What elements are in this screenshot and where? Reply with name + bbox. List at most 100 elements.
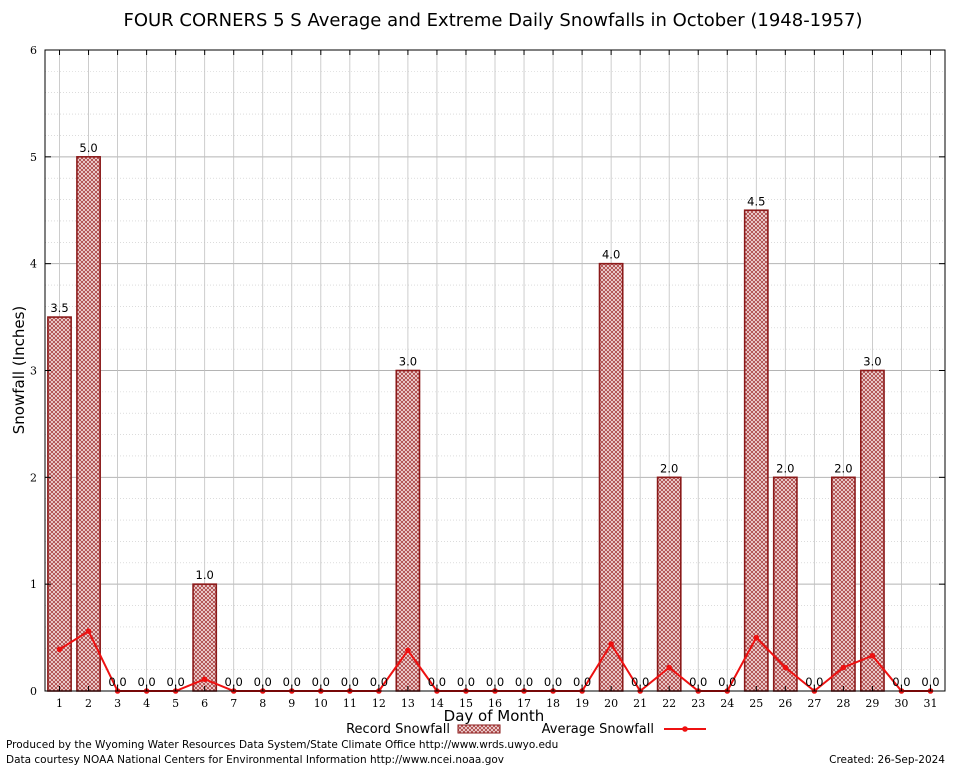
bar-value-label-day-25: 4.5: [747, 194, 765, 208]
x-tick-label: 16: [488, 697, 502, 710]
chart-title: FOUR CORNERS 5 S Average and Extreme Dai…: [123, 10, 862, 31]
record-bar-day-2: [76, 156, 101, 692]
bar-value-label-day-26: 2.0: [776, 461, 794, 475]
bar-value-label-day-12: 0.0: [370, 675, 388, 689]
x-tick-label: 29: [865, 697, 879, 710]
x-tick-label: 23: [691, 697, 705, 710]
bar-value-label-day-2: 5.0: [79, 141, 97, 155]
bar-value-label-day-1: 3.5: [50, 301, 68, 315]
average-point-day-2: [85, 628, 92, 634]
bar-value-label-day-16: 0.0: [486, 675, 504, 689]
record-bar-day-28: [830, 476, 856, 692]
x-tick-label: 2: [85, 697, 92, 710]
average-point-day-22: [666, 664, 672, 671]
x-tick-label: 4: [143, 697, 150, 710]
bar-value-label-day-30: 0.0: [892, 675, 910, 689]
bar-value-label-day-29: 3.0: [863, 355, 881, 369]
average-point-day-13: [405, 647, 411, 654]
y-tick-label: 5: [30, 151, 37, 164]
bar-value-label-day-3: 0.0: [108, 675, 126, 689]
legend: Record Snowfall Average Snowfall: [346, 722, 706, 737]
x-tick-label: 8: [259, 697, 266, 710]
bar-value-label-day-9: 0.0: [283, 675, 301, 689]
x-tick-label: 21: [633, 697, 647, 710]
x-tick-label: 6: [201, 697, 208, 710]
x-tick-label: 13: [401, 697, 415, 710]
bar-value-label-day-4: 0.0: [137, 675, 155, 689]
record-bar-day-25: [743, 209, 769, 692]
x-tick-label: 3: [114, 697, 121, 710]
record-bar-day-1: [47, 316, 72, 692]
x-tick-label: 18: [546, 697, 560, 710]
y-tick-label: 6: [30, 44, 37, 57]
bar-value-label-day-14: 0.0: [428, 675, 446, 689]
legend-label-average: Average Snowfall: [542, 722, 654, 737]
x-tick-label: 28: [836, 697, 850, 710]
bar-value-label-day-18: 0.0: [544, 675, 562, 689]
bar-value-label-day-15: 0.0: [457, 675, 475, 689]
x-tick-label: 10: [314, 697, 328, 710]
bar-value-label-day-20: 4.0: [602, 248, 620, 262]
x-tick-label: 12: [372, 697, 386, 710]
footer-produced-by: Produced by the Wyoming Water Resources …: [6, 739, 558, 751]
bar-series: [47, 156, 885, 692]
bar-value-label-day-10: 0.0: [312, 675, 330, 689]
average-point-day-29: [869, 652, 876, 659]
x-tick-label: 7: [230, 697, 237, 710]
grid: [45, 50, 945, 691]
x-axis-label: Day of Month: [444, 707, 545, 725]
x-tick-label: 1: [56, 697, 63, 710]
bar-value-label-day-17: 0.0: [515, 675, 533, 689]
x-tick-label: 24: [720, 697, 734, 710]
x-tick-label: 15: [459, 697, 473, 710]
x-tick-label: 9: [288, 697, 295, 710]
x-tick-label: 20: [604, 697, 618, 710]
record-bar-day-6: [192, 583, 218, 692]
x-tick-label: 11: [343, 697, 357, 710]
bar-value-label-day-6: 1.0: [196, 568, 214, 582]
bar-value-label-day-7: 0.0: [225, 675, 243, 689]
average-point-day-6: [201, 676, 208, 683]
legend-label-record: Record Snowfall: [346, 722, 450, 737]
bar-value-label-day-13: 3.0: [399, 355, 417, 369]
bar-value-label-day-21: 0.0: [631, 675, 649, 689]
y-tick-label: 1: [30, 578, 37, 591]
x-tick-label: 27: [807, 697, 821, 710]
x-tick-label: 25: [749, 697, 763, 710]
bar-value-label-day-19: 0.0: [573, 675, 591, 689]
x-tick-label: 30: [894, 697, 908, 710]
x-tick-label: 26: [778, 697, 792, 710]
y-tick-label: 0: [30, 685, 37, 698]
x-tick-label: 14: [430, 697, 444, 710]
bar-value-label-day-11: 0.0: [341, 675, 359, 689]
legend-marker-average: [682, 726, 688, 732]
record-bar-day-13: [395, 369, 421, 692]
bar-value-label-day-22: 2.0: [660, 461, 678, 475]
bar-value-label-day-8: 0.0: [254, 675, 272, 689]
bar-value-label-day-31: 0.0: [921, 675, 939, 689]
average-point-day-20: [608, 641, 614, 647]
bar-value-label-day-5: 0.0: [166, 675, 184, 689]
average-point-day-25: [753, 634, 760, 641]
legend-swatch-record: [457, 724, 501, 734]
bar-value-label-day-23: 0.0: [689, 675, 707, 689]
x-tick-label: 22: [662, 697, 676, 710]
y-tick-label: 4: [30, 258, 37, 271]
average-point-day-28: [840, 664, 847, 671]
footer-created-date: Created: 26-Sep-2024: [829, 754, 945, 766]
record-bar-day-20: [598, 262, 624, 692]
y-tick-label: 3: [30, 365, 37, 378]
y-axis-label: Snowfall (Inches): [10, 306, 28, 434]
x-tick-label: 31: [923, 697, 937, 710]
bar-value-labels: 3.5 5.0 0.0 0.0 0.0 1.0 0.0 0.0 0.0 0.0 0.0 0.0 3.0 0…: [50, 141, 939, 689]
record-bar-day-29: [860, 369, 885, 692]
x-tick-label: 19: [575, 697, 589, 710]
x-tick-label: 5: [172, 697, 179, 710]
bar-value-label-day-24: 0.0: [718, 675, 736, 689]
x-tick-label: 17: [517, 697, 531, 710]
bar-value-label-day-27: 0.0: [805, 675, 823, 689]
footer-data-courtesy: Data courtesy NOAA National Centers for …: [6, 754, 504, 766]
average-point-day-1: [56, 646, 63, 653]
